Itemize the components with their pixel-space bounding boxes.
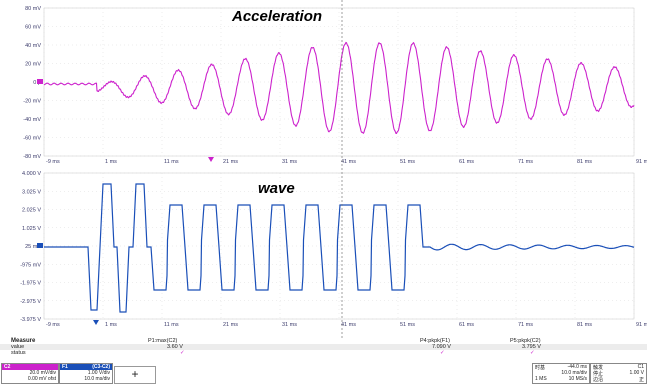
bottom-trigger-marker[interactable] [93, 320, 99, 325]
x-tick-label: 11 ms [164, 322, 179, 328]
y-tick-label: 25 mV [25, 244, 41, 250]
timebase-sample-rate: 10 MS/s [568, 376, 587, 382]
x-tick-label: -9 ms [46, 159, 60, 165]
y-tick-label: 80 mV [25, 6, 41, 12]
trigger-slope: 正 [638, 377, 644, 383]
x-tick-label: 1 ms [105, 159, 117, 165]
x-tick-label: 31 ms [282, 322, 297, 328]
p1-name[interactable]: P1:max(C2) [148, 338, 178, 344]
x-tick-label: 21 ms [223, 159, 238, 165]
y-tick-label: 3.025 V [22, 189, 41, 195]
channel-f1-source: (C3-C2) [92, 364, 110, 370]
top-trigger-marker[interactable] [208, 157, 214, 162]
timebase-scale: 10.0 ms/div [561, 370, 587, 376]
y-tick-label: -60 mV [23, 136, 41, 142]
x-tick-label: 61 ms [459, 159, 474, 165]
p4-value: 7.090 V [432, 344, 451, 350]
trigger-channel: C1 [637, 364, 644, 370]
x-tick-label: 91 ms [636, 159, 647, 165]
p1-value: 3.60 V [167, 344, 183, 350]
top-grid [43, 7, 635, 157]
channel-status-bar: C2 20.0 mV/div 0.00 mV ofst F1 (C3-C2) 1… [0, 361, 647, 385]
y-tick-label: -975 mV [20, 262, 41, 268]
y-tick-label: -3.975 V [20, 317, 41, 323]
channel-f1-name: F1 [62, 364, 68, 370]
channel-f1-box[interactable]: F1 (C3-C2) 1.00 V/div 10.0 ms/div [59, 363, 113, 384]
acceleration-trace [43, 41, 635, 134]
wave-trace [44, 183, 635, 313]
measure-value-row: value 3.60 V 7.090 V 3.795 V [0, 344, 647, 350]
p5-value: 3.795 V [522, 344, 541, 350]
x-tick-label: 51 ms [400, 159, 415, 165]
channel-c2-name: C2 [2, 364, 58, 370]
measure-table: Measure P1:max(C2) P4:pkpk(F1) P5:pkpk(C… [0, 338, 647, 358]
x-tick-label: 61 ms [459, 322, 474, 328]
bottom-y-axis-labels: 4.000 V 3.025 V 2.025 V 1.025 V 25 mV -975 mV… [20, 171, 41, 323]
trigger-mode: 停止 [593, 371, 604, 377]
top-panel-title: Acceleration [231, 8, 322, 25]
measure-header-row: Measure P1:max(C2) P4:pkpk(F1) P5:pkpk(C… [0, 338, 647, 344]
y-tick-label: -2.975 V [20, 299, 41, 305]
y-tick-label: 40 mV [25, 43, 41, 49]
x-tick-label: 21 ms [223, 322, 238, 328]
trigger-type: 边沿 [593, 377, 604, 383]
timebase-memory: 1 MS [535, 376, 547, 382]
p5-name[interactable]: P5:pkpk(C2) [510, 338, 541, 344]
y-tick-label: 2.025 V [22, 208, 41, 214]
x-tick-label: 1 ms [105, 322, 117, 328]
channel-c2-box[interactable]: C2 20.0 mV/div 0.00 mV ofst [1, 363, 59, 384]
p1-status-check-icon: ✓ [180, 350, 185, 356]
status-row-label: status [11, 350, 26, 356]
bottom-waveform-panel: 4.000 V 3.025 V 2.025 V 1.025 V 25 mV -975 mV… [20, 171, 647, 328]
y-tick-label: 4.000 V [22, 171, 41, 177]
x-tick-label: 91 ms [636, 322, 647, 328]
x-tick-label: 41 ms [341, 159, 356, 165]
add-cursor-icon[interactable]: + [114, 366, 156, 384]
top-x-axis-labels: -9 ms 1 ms 11 ms 21 ms 31 ms 41 ms 51 ms 61 ms 7… [46, 159, 647, 165]
trigger-level: 1.00 V [629, 370, 644, 376]
channel-f1-header: F1 (C3-C2) [60, 364, 112, 370]
x-tick-label: 31 ms [282, 159, 297, 165]
p4-status-check-icon: ✓ [440, 350, 445, 356]
measure-status-row: status ✓ ✓ ✓ [0, 350, 647, 356]
x-tick-label: 71 ms [518, 322, 533, 328]
x-tick-label: 81 ms [577, 159, 592, 165]
trigger-label: 触发 [593, 365, 604, 371]
x-tick-label: -9 ms [46, 322, 60, 328]
channel-c2-offset: 0.00 mV ofst [27, 376, 56, 382]
channel-f1-timebase: 10.0 ms/div [84, 376, 110, 382]
y-tick-label: -40 mV [23, 117, 41, 123]
x-tick-label: 51 ms [400, 322, 415, 328]
y-tick-label: -20 mV [23, 99, 41, 105]
timebase-label: 时基 [535, 365, 546, 371]
x-tick-label: 81 ms [577, 322, 592, 328]
y-tick-label: 20 mV [25, 62, 41, 68]
bottom-panel-title: wave [258, 180, 295, 197]
channel-c2-scale: 20.0 mV/div [29, 370, 56, 376]
timebase-delay: -44.0 ms [567, 364, 587, 370]
x-tick-label: 41 ms [341, 322, 356, 328]
trigger-box[interactable]: 触发 C1 停止 1.00 V 边沿 正 [590, 363, 647, 384]
p4-name[interactable]: P4:pkpk(F1) [420, 338, 450, 344]
measure-header: Measure [11, 338, 36, 344]
x-tick-label: 71 ms [518, 159, 533, 165]
p5-status-check-icon: ✓ [530, 350, 535, 356]
bottom-ground-marker[interactable] [37, 243, 43, 248]
value-row-label: value [11, 344, 25, 350]
timebase-box[interactable]: 时基 -44.0 ms 10.0 ms/div 1 MS 10 MS/s [532, 363, 590, 384]
y-tick-label: -1.975 V [20, 281, 41, 287]
y-tick-label: -80 mV [23, 154, 41, 160]
channel-f1-scale: 1.00 V/div [87, 370, 110, 376]
x-tick-label: 11 ms [164, 159, 179, 165]
top-ground-marker[interactable] [37, 79, 43, 84]
y-tick-label: 60 mV [25, 25, 41, 31]
bottom-x-axis-labels: -9 ms 1 ms 11 ms 21 ms 31 ms 41 ms 51 ms 61 ms 7… [46, 322, 647, 328]
y-tick-label: 1.025 V [22, 226, 41, 232]
